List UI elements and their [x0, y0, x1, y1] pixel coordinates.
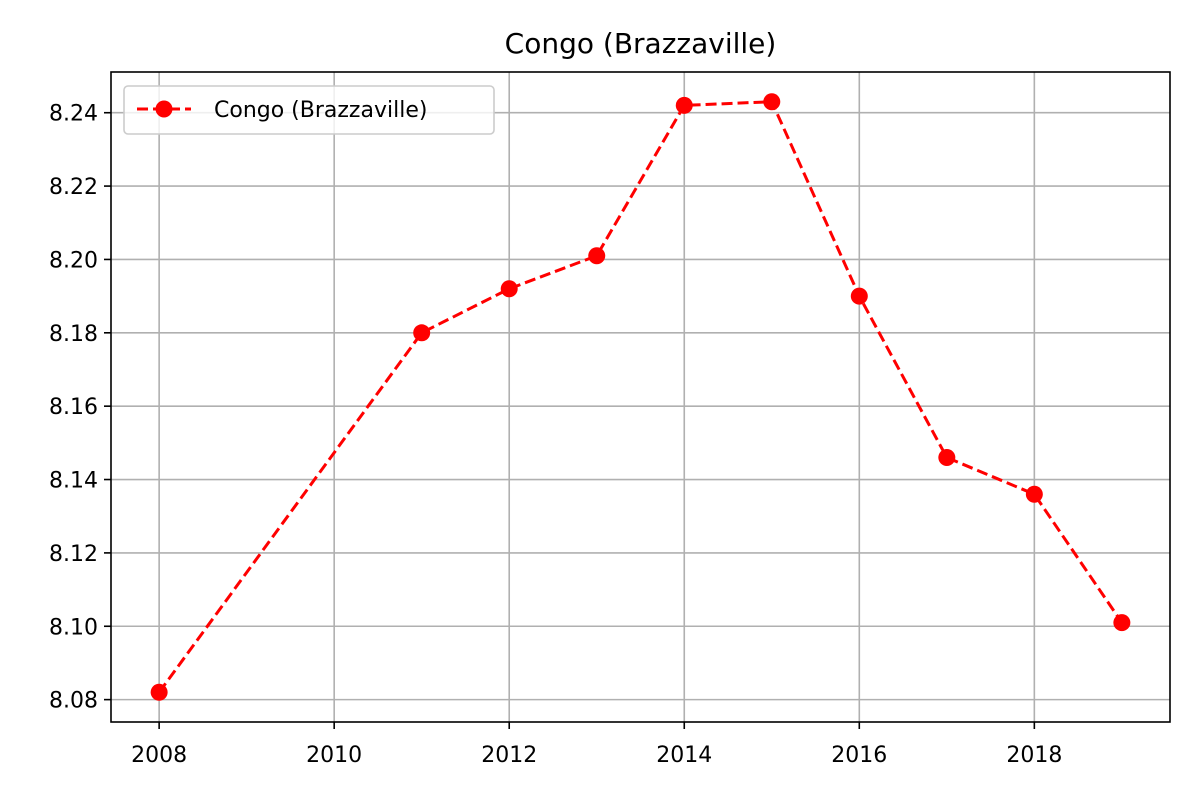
- y-tick-label: 8.12: [49, 542, 98, 567]
- grid-layer: [111, 72, 1170, 722]
- data-point: [150, 683, 168, 701]
- data-point: [1113, 614, 1131, 632]
- x-tick-label: 2014: [656, 743, 712, 768]
- series-layer: [150, 93, 1131, 701]
- legend: Congo (Brazzaville): [123, 85, 495, 135]
- x-tick-label: 2018: [1006, 743, 1062, 768]
- data-point: [675, 96, 693, 114]
- y-tick-label: 8.08: [49, 689, 98, 714]
- x-tick-label: 2012: [481, 743, 537, 768]
- chart-title: Congo (Brazzaville): [505, 27, 777, 60]
- legend-marker: [155, 100, 173, 118]
- x-tick-label: 2008: [131, 743, 187, 768]
- legend-box: [123, 85, 495, 135]
- data-point: [500, 280, 518, 298]
- data-point: [1025, 485, 1043, 503]
- y-tick-label: 8.20: [49, 248, 98, 273]
- x-tick-label: 2016: [831, 743, 887, 768]
- y-tick-label: 8.14: [49, 469, 98, 494]
- y-tick-label: 8.16: [49, 395, 98, 420]
- data-point: [938, 449, 956, 467]
- y-tick-label: 8.24: [49, 102, 98, 127]
- series-line: [157, 100, 1124, 694]
- axes-frame: [110, 71, 1171, 723]
- data-point: [763, 93, 781, 111]
- data-point: [850, 287, 868, 305]
- tick-layer: 2008 2010 2012 2014 2016 2018 8.08 8.10 8.12 8.14…: [49, 102, 1062, 768]
- y-tick-label: 8.18: [49, 322, 98, 347]
- y-tick-label: 8.22: [49, 175, 98, 200]
- data-point: [588, 247, 606, 265]
- data-point: [413, 324, 431, 342]
- y-tick-label: 8.10: [49, 615, 98, 640]
- legend-label: Congo (Brazzaville): [214, 98, 427, 123]
- x-tick-label: 2010: [306, 743, 362, 768]
